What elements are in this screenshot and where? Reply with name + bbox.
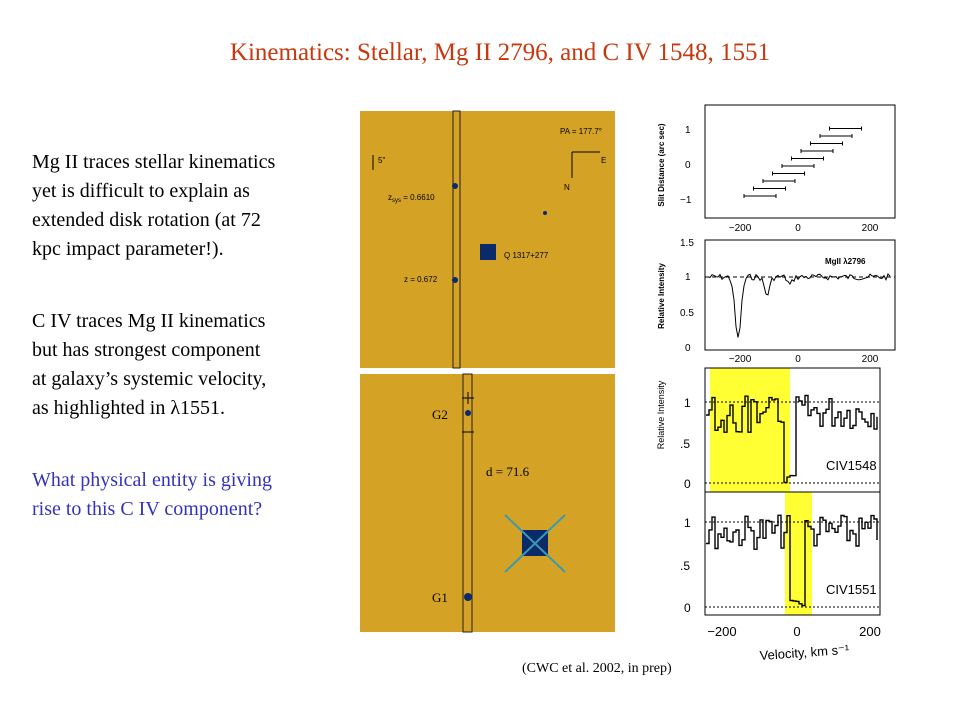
body-line: kpc impact parameter!). — [32, 238, 224, 260]
y-tick-label: 1 — [684, 396, 691, 410]
y-tick-label: 1.5 — [680, 238, 694, 249]
x-tick-label: 200 — [862, 223, 879, 234]
y-tick-label: 0 — [685, 343, 691, 354]
plot-frame — [704, 104, 896, 219]
north-label: N — [564, 183, 570, 192]
spectrum — [706, 394, 878, 484]
z-label: z = 0.672 — [404, 275, 438, 284]
title: Kinematics: Stellar, Mg II 2796, and C I… — [230, 39, 770, 66]
x-tick-label: 0 — [795, 354, 801, 365]
x-tick-label: −200 — [707, 624, 736, 639]
y-tick-label: −1 — [680, 195, 692, 206]
slit — [452, 110, 461, 369]
spectrum — [706, 514, 878, 607]
body-line: yet is difficult to explain as — [32, 180, 250, 202]
y-tick-label: 0 — [684, 601, 691, 615]
y-tick-label: .5 — [680, 437, 690, 451]
highlight — [785, 492, 812, 615]
body-line: rise to this C IV component? — [32, 498, 262, 520]
slit — [462, 373, 473, 633]
quasar-blob — [480, 244, 496, 260]
body-line: extended disk rotation (at 72 — [32, 209, 261, 231]
y-tick-label: 0 — [684, 477, 691, 491]
x-tick-label: 200 — [862, 354, 879, 365]
body-text: Mg II traces stellar kinematics yet is di… — [32, 151, 275, 520]
x-tick-label: 0 — [795, 223, 801, 234]
distance-label: d = 71.6 — [486, 464, 530, 479]
y-tick-label: 1 — [684, 516, 691, 530]
scale-label: 5" — [378, 156, 385, 165]
zsys-z: z — [388, 193, 392, 202]
image-bottom — [360, 374, 615, 632]
x-tick-label: −200 — [729, 223, 752, 234]
spike — [504, 514, 566, 573]
caption: (CWC et al. 2002, in prep) — [522, 661, 672, 676]
galaxy-blob — [452, 183, 458, 189]
zsys-label: zsys = 0.6610 — [388, 193, 435, 204]
body-line: but has strongest component — [32, 339, 261, 361]
line-label: CIV1548 — [826, 458, 877, 473]
star — [543, 211, 547, 215]
plot-frame — [704, 491, 881, 616]
x-tick-label: −200 — [729, 354, 752, 365]
y-tick-label: 1 — [685, 272, 691, 283]
galaxy-blob — [465, 410, 471, 416]
line-label: CIV1551 — [826, 582, 877, 597]
east-label: E — [601, 156, 606, 165]
zsys-sub: sys — [392, 198, 401, 204]
zsys-val: = 0.6610 — [401, 193, 435, 202]
galaxy-blob — [464, 593, 472, 601]
g2-label: G2 — [432, 407, 448, 422]
body-line: at galaxy’s systemic velocity, — [32, 368, 266, 390]
g1-label: G1 — [432, 590, 448, 605]
error-bars — [743, 126, 862, 198]
line-label: MgII λ2796 — [825, 257, 866, 266]
plot-frame — [704, 239, 896, 351]
y-tick-label: 0.5 — [680, 308, 694, 319]
y-axis-label: Slit Distance (arc sec) — [657, 123, 666, 206]
body-line: What physical entity is giving — [32, 469, 272, 491]
body-line: Mg II traces stellar kinematics — [32, 151, 275, 173]
y-axis-label: Relative Intensity — [657, 263, 666, 329]
spectrum — [707, 273, 891, 338]
quasar-label: Q 1317+277 — [504, 251, 549, 260]
image-top — [360, 111, 615, 368]
pa-label: PA = 177.7° — [560, 127, 602, 136]
body-line: as highlighted in λ1551. — [32, 397, 225, 419]
y-tick-label: 1 — [685, 125, 691, 136]
galaxy-blob — [452, 277, 458, 283]
highlight — [710, 368, 790, 492]
x-tick-label: 200 — [859, 624, 881, 639]
x-tick-label: 0 — [793, 624, 800, 639]
y-tick-label: .5 — [680, 559, 690, 573]
body-line: C IV traces Mg II kinematics — [32, 310, 266, 332]
y-axis-label: Relative Intensity — [656, 380, 666, 449]
y-tick-label: 0 — [685, 160, 691, 171]
x-axis-label: Velocity, km s⁻¹ — [759, 642, 850, 663]
